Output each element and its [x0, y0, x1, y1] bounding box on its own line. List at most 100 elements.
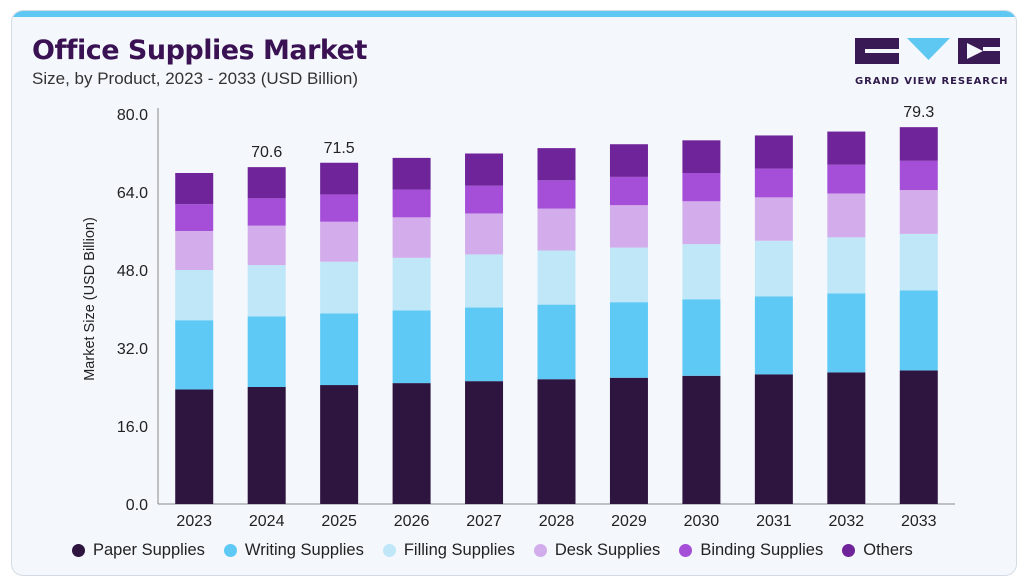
bar-segment-desk-supplies-2033: [899, 190, 938, 234]
logo-mark-icon: [855, 38, 1000, 64]
bar-segment-others-2028: [537, 148, 576, 181]
stacked-bar-chart: Market Size (USD Billion) 0.0 16.0 32.0 48.0…: [82, 104, 955, 530]
bar-segment-desk-supplies-2030: [682, 201, 721, 245]
bar-segment-writing-supplies-2029: [609, 302, 648, 378]
bar-segment-others-2023: [175, 172, 214, 205]
legend-swatch: [72, 544, 85, 557]
bar-segment-others-2027: [465, 153, 504, 186]
bar-segment-filling-supplies-2030: [682, 244, 721, 300]
bar-segment-writing-supplies-2024: [247, 316, 286, 387]
bar-segment-filling-supplies-2026: [392, 257, 431, 311]
bar-segment-paper-supplies-2032: [827, 372, 866, 504]
x-tick-label: 2030: [684, 513, 720, 530]
y-tick-label: 16.0: [117, 419, 148, 436]
bar-segment-filling-supplies-2029: [609, 247, 648, 303]
bar-segment-writing-supplies-2025: [320, 313, 359, 386]
legend-item-others: Others: [842, 541, 913, 560]
bar-segment-binding-supplies-2033: [899, 160, 938, 191]
legend-label: Binding Supplies: [700, 541, 824, 559]
grand-view-research-logo: GRAND VIEW RESEARCH: [855, 38, 1009, 90]
bar-segment-others-2032: [827, 131, 866, 165]
bar-segment-writing-supplies-2023: [175, 320, 214, 390]
chart-legend: Paper Supplies Writing Supplies Filling Su…: [72, 541, 913, 560]
x-tick-label: 2025: [321, 513, 357, 530]
bar-segment-others-2024: [247, 167, 286, 199]
bar-segment-paper-supplies-2030: [682, 375, 721, 504]
bar-segment-desk-supplies-2032: [827, 193, 866, 238]
bar-segment-binding-supplies-2029: [609, 176, 648, 206]
bar-segment-filling-supplies-2028: [537, 250, 576, 305]
bar-segment-binding-supplies-2031: [754, 168, 793, 198]
bar-segment-writing-supplies-2032: [827, 293, 866, 373]
bar-segment-paper-supplies-2023: [175, 389, 214, 504]
legend-swatch: [382, 544, 396, 557]
x-tick-label: 2026: [394, 513, 430, 530]
legend-swatch: [533, 544, 547, 557]
bar-segment-others-2029: [609, 144, 648, 177]
y-tick-label: 48.0: [117, 263, 148, 280]
bar-segment-writing-supplies-2027: [465, 307, 504, 382]
logo-text: GRAND VIEW RESEARCH: [855, 76, 1009, 87]
total-data-label: 79.3: [903, 104, 934, 121]
legend-label: Others: [863, 541, 913, 559]
bar-segment-others-2030: [682, 140, 721, 173]
bar-segment-writing-supplies-2033: [899, 290, 938, 371]
bar-segment-binding-supplies-2032: [827, 164, 866, 194]
x-tick-label: 2024: [249, 513, 285, 530]
accent-bar: [12, 11, 1016, 17]
bar-segment-others-2025: [320, 162, 359, 195]
x-tick-label: 2032: [829, 513, 865, 530]
bar-segment-paper-supplies-2028: [537, 379, 576, 504]
bar-segment-paper-supplies-2026: [392, 383, 431, 504]
bar-segment-others-2031: [754, 135, 793, 169]
chart-card: Office Supplies Market Size, by Product,…: [11, 10, 1017, 576]
bar-segment-binding-supplies-2030: [682, 172, 721, 202]
bar-segment-filling-supplies-2027: [465, 254, 504, 308]
bar-segment-binding-supplies-2024: [247, 198, 286, 226]
legend-label: Paper Supplies: [93, 541, 205, 559]
bar-segment-desk-supplies-2028: [537, 208, 576, 251]
x-tick-label: 2029: [611, 513, 647, 530]
x-tick-label: 2033: [901, 513, 937, 530]
bar-segment-writing-supplies-2028: [537, 304, 576, 380]
bar-segment-desk-supplies-2029: [609, 205, 648, 248]
legend-label: Writing Supplies: [244, 541, 364, 559]
bar-segment-binding-supplies-2023: [175, 204, 214, 231]
bar-segment-binding-supplies-2028: [537, 180, 576, 209]
bar-segment-filling-supplies-2024: [247, 265, 286, 317]
bar-segment-desk-supplies-2027: [465, 213, 504, 255]
bar-segment-paper-supplies-2031: [754, 374, 793, 504]
x-tick-label: 2028: [539, 513, 575, 530]
bar-segment-desk-supplies-2031: [754, 197, 793, 241]
bar-segment-binding-supplies-2026: [392, 189, 431, 218]
bar-segment-filling-supplies-2025: [320, 261, 359, 314]
bar-segment-paper-supplies-2027: [465, 381, 504, 504]
bar-segment-writing-supplies-2030: [682, 299, 721, 376]
x-tick-label: 2027: [466, 513, 502, 530]
bar-segment-paper-supplies-2025: [320, 385, 359, 504]
legend-swatch: [679, 544, 693, 557]
total-data-label: 71.5: [324, 140, 355, 157]
y-axis-label: Market Size (USD Billion): [82, 217, 98, 381]
legend-label: Desk Supplies: [554, 541, 661, 559]
page-subtitle: Size, by Product, 2023 - 2033 (USD Billi…: [32, 69, 358, 88]
bar-segment-binding-supplies-2025: [320, 194, 359, 222]
bar-segment-filling-supplies-2032: [827, 237, 866, 294]
x-tick-label: 2031: [756, 513, 792, 530]
legend-swatch: [842, 544, 856, 557]
y-tick-label: 0.0: [126, 497, 148, 514]
page-title: Office Supplies Market: [32, 35, 367, 66]
legend-item-paper-supplies: Paper Supplies: [72, 541, 205, 560]
x-tick-label: 2023: [176, 513, 212, 530]
bar-segment-binding-supplies-2027: [465, 185, 504, 214]
bar-segment-filling-supplies-2031: [754, 240, 793, 297]
y-tick-label: 64.0: [117, 185, 148, 202]
bar-segment-desk-supplies-2025: [320, 221, 359, 262]
bar-segment-writing-supplies-2026: [392, 310, 431, 384]
legend-item-filling-supplies: Filling Supplies: [382, 541, 515, 560]
y-tick-label: 32.0: [117, 341, 148, 358]
total-data-label: 70.6: [251, 144, 282, 161]
bar-segment-desk-supplies-2023: [175, 231, 214, 270]
bar-segment-writing-supplies-2031: [754, 296, 793, 375]
legend-label: Filling Supplies: [403, 541, 515, 559]
